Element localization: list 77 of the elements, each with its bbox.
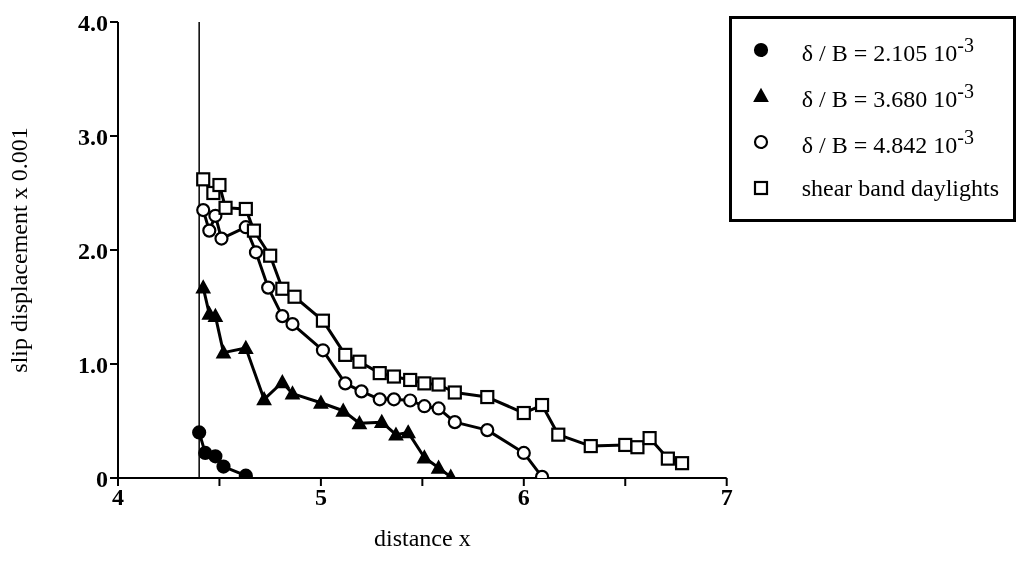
x-tick-label: 4 (112, 484, 124, 511)
point (287, 289, 302, 304)
point (216, 459, 231, 474)
point (256, 392, 272, 406)
point (238, 201, 253, 217)
legend-label: δ / B = 4.842 10$^{-3}$ (801, 125, 974, 159)
point (196, 280, 211, 294)
point (583, 438, 598, 454)
legend-label: δ / B = 2.105 10$^{-3}$ (801, 33, 974, 67)
point (275, 281, 290, 296)
point (417, 376, 432, 391)
point (208, 309, 223, 323)
point (642, 431, 657, 446)
point (275, 309, 290, 324)
y-axis-title: slip displacement x 0.001 (5, 127, 32, 373)
point (401, 425, 416, 439)
point (403, 393, 418, 408)
point (480, 423, 495, 438)
point (285, 317, 300, 332)
point (660, 451, 675, 466)
point (386, 369, 402, 384)
y-tick-label: 2.0 (78, 237, 108, 264)
point (431, 401, 446, 416)
point (674, 456, 690, 471)
point (208, 449, 223, 464)
point (630, 440, 645, 455)
x-axis-title: distance x (374, 525, 471, 551)
point (248, 245, 264, 260)
point (212, 177, 227, 193)
point (447, 415, 462, 430)
point (275, 375, 290, 389)
point (263, 248, 278, 263)
point (386, 392, 402, 407)
point (192, 425, 207, 440)
point (315, 343, 331, 358)
point (480, 389, 495, 405)
point (196, 203, 211, 218)
point (372, 392, 387, 407)
point (216, 345, 231, 359)
point (238, 340, 253, 354)
point (372, 366, 387, 381)
legend-label: shear band daylights (801, 174, 999, 202)
x-tick-label: 7 (720, 484, 733, 511)
y-tick-label: 3.0 (78, 123, 108, 150)
point (352, 354, 367, 369)
y-tick-label: 1.0 (78, 351, 108, 378)
point (374, 415, 389, 429)
point (431, 460, 446, 474)
point (516, 445, 531, 461)
point (218, 200, 233, 215)
point (214, 231, 229, 246)
point (196, 172, 211, 187)
y-tick-label: 0 (96, 465, 108, 492)
x-tick-label: 5 (314, 484, 327, 511)
point (534, 397, 550, 413)
legend-label: δ / B = 3.680 10$^{-3}$ (801, 79, 974, 113)
point (338, 347, 353, 362)
x-tick-label: 6 (517, 484, 530, 511)
point (336, 403, 351, 417)
point (352, 416, 367, 430)
point (338, 376, 353, 391)
point (354, 384, 369, 399)
point (313, 395, 328, 409)
point (315, 313, 331, 328)
point (403, 372, 418, 388)
point (285, 386, 300, 400)
point (551, 427, 566, 442)
y-tick-label: 4.0 (78, 9, 108, 36)
point (431, 377, 446, 392)
point (246, 223, 262, 238)
point (447, 385, 462, 400)
point (388, 427, 404, 441)
point (261, 280, 276, 295)
point (417, 399, 432, 414)
point (202, 223, 217, 238)
point (417, 450, 432, 464)
point (516, 405, 531, 421)
